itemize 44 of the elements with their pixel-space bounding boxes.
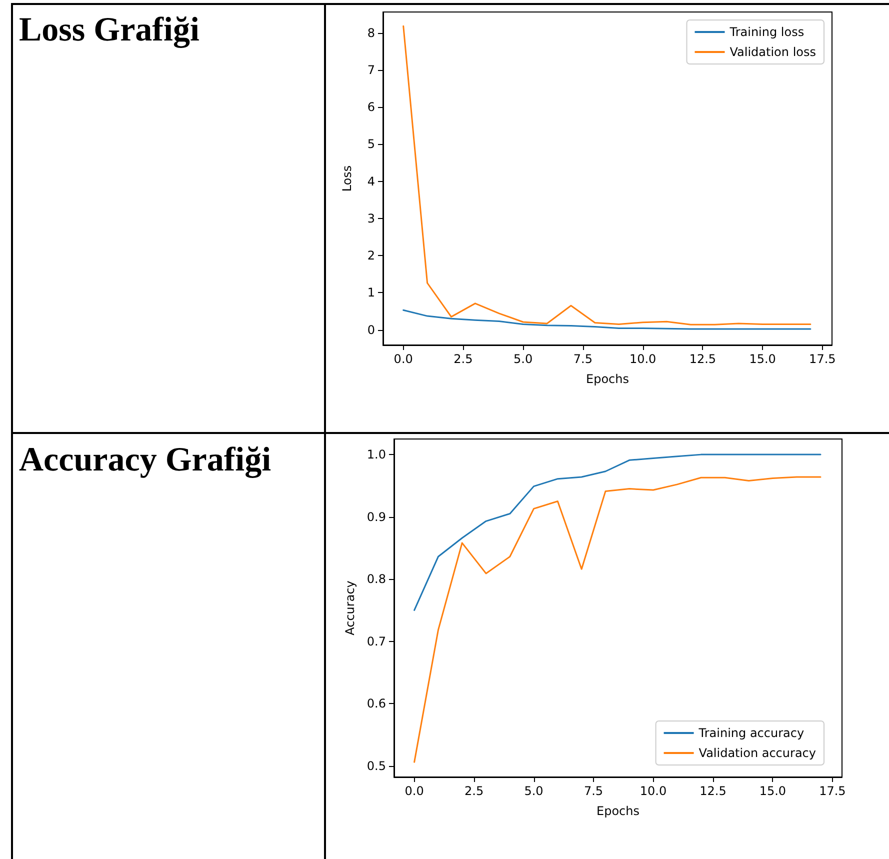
x-tick-label: 10.0 [640,784,667,798]
line-series [414,476,822,763]
line-series [414,454,822,611]
chart-title: Accuracy Grafiği [19,442,272,478]
legend-label: Training loss [728,25,804,39]
x-tick-label: 7.5 [573,352,592,366]
legend-label: Validation accuracy [698,746,816,760]
x-tick-label: 7.5 [584,784,604,798]
y-tick-label: 7 [367,62,375,77]
y-tick-label: 2 [367,248,375,263]
y-axis-title: Accuracy [343,580,358,636]
x-axis-title: Epochs [596,804,640,818]
x-tick-label: 17.5 [809,352,836,366]
x-tick-label: 10.0 [629,352,656,366]
legend-label: Training accuracy [698,726,804,740]
y-tick-label: 6 [367,100,375,114]
y-tick-label: 0.6 [366,696,386,711]
y-tick-label: 0.8 [366,572,386,586]
y-tick-label: 4 [367,174,375,188]
x-tick-label: 15.0 [759,784,786,798]
y-tick-label: 0.5 [366,758,386,773]
line-series [402,309,812,330]
x-tick-label: 5.0 [524,784,544,798]
x-tick-label: 5.0 [514,352,533,366]
y-tick-label: 5 [367,137,375,152]
y-tick-label: 0.7 [366,634,386,648]
y-tick-label: 1 [367,286,375,300]
x-tick-label: 2.5 [464,784,484,798]
y-tick-label: 0.9 [366,510,386,524]
y-tick-label: 8 [367,26,375,40]
text: Loss Grafiği [19,12,200,48]
x-tick-label: 15.0 [749,352,776,366]
y-tick-label: 0 [367,322,375,337]
x-tick-label: 2.5 [454,352,473,366]
y-axis-title: Loss [340,165,354,192]
legend-label: Validation loss [730,45,816,59]
x-axis-title: Epochs [586,372,629,386]
x-tick-label: 0.0 [404,784,424,798]
x-tick-label: 12.5 [689,352,716,366]
x-tick-label: 12.5 [700,784,726,798]
x-tick-label: 17.5 [819,784,846,798]
x-tick-label: 0.0 [394,352,413,366]
y-tick-label: 3 [367,211,375,226]
y-tick-label: 1.0 [366,448,386,462]
